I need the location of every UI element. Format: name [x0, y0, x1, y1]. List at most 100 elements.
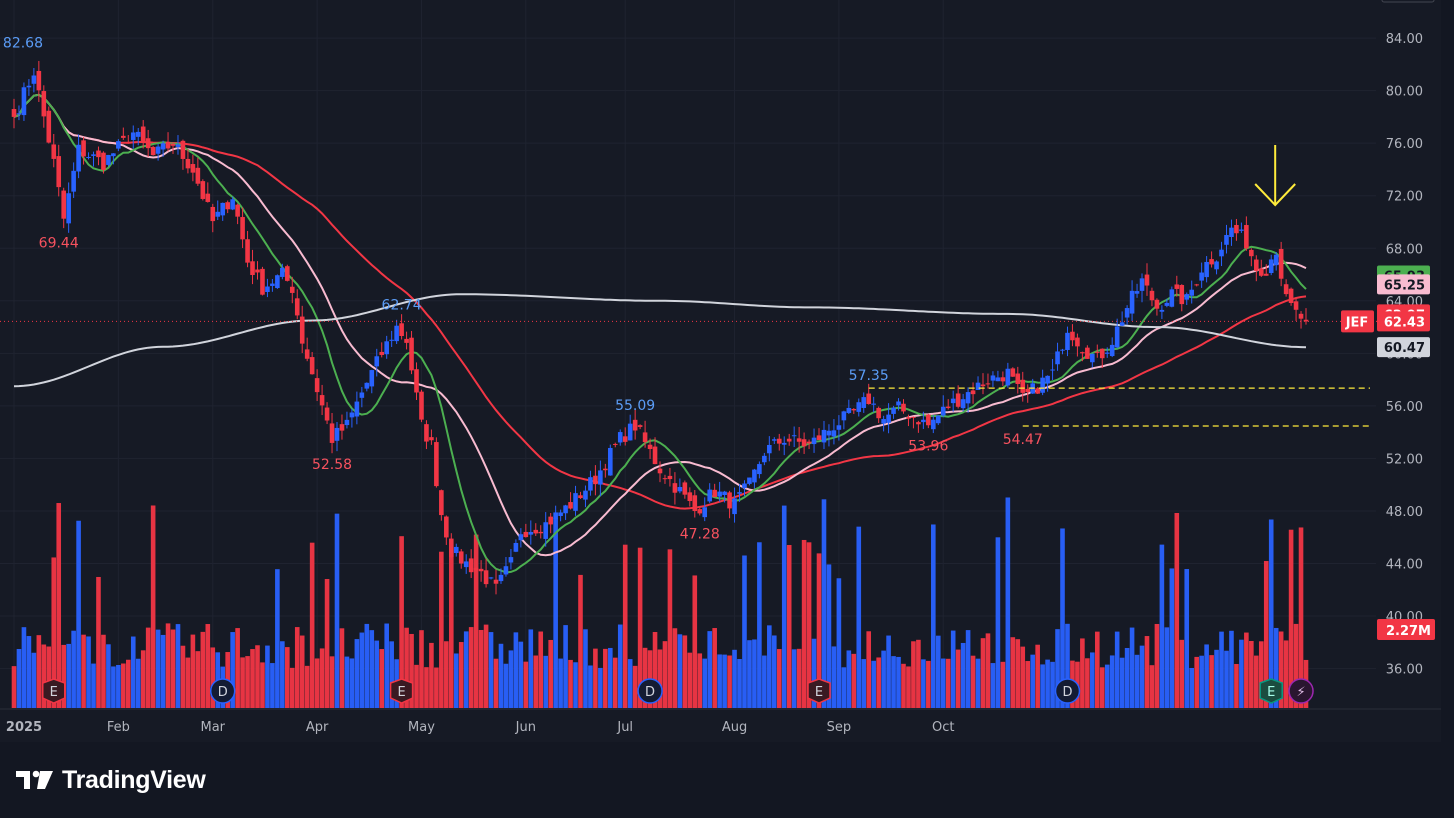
candle: [767, 436, 772, 462]
candle-body: [916, 422, 921, 425]
event-badge-dividend[interactable]: D: [637, 678, 663, 704]
candle: [955, 385, 961, 409]
candle-body: [1268, 259, 1274, 273]
candle: [414, 362, 419, 400]
volume-bar: [722, 654, 727, 708]
volume-bar: [781, 505, 787, 708]
x-tick-label: 2025: [6, 720, 42, 735]
volume-bar: [51, 557, 57, 708]
volume-bar: [1204, 644, 1209, 708]
volume-bar: [662, 641, 668, 708]
volume-bar: [1134, 654, 1140, 708]
candle-body: [891, 407, 896, 414]
volume-bar: [473, 534, 479, 708]
volume-bar: [652, 632, 658, 708]
candle: [786, 433, 792, 446]
price-tag: 65.25: [1377, 274, 1430, 295]
candle-body: [980, 384, 986, 387]
candle: [1114, 318, 1120, 349]
volume-bar: [16, 649, 22, 708]
candle-body: [339, 424, 345, 431]
event-badge-earnings[interactable]: E: [42, 678, 66, 704]
volume-bar: [235, 628, 240, 708]
candle-body: [508, 557, 514, 563]
candle-body: [16, 113, 22, 115]
volume-bar: [36, 635, 42, 708]
candle: [76, 134, 81, 179]
candle: [106, 154, 111, 167]
volume-bar: [752, 639, 757, 708]
candle-body: [225, 202, 230, 210]
candle: [364, 382, 370, 392]
candle-body: [752, 469, 757, 483]
candle: [61, 187, 66, 229]
candle: [359, 386, 365, 408]
candle: [801, 432, 807, 454]
candle-body: [444, 516, 449, 538]
tradingview-logo[interactable]: TradingView: [16, 766, 206, 794]
candle: [255, 261, 260, 280]
event-badge-split[interactable]: ⚡: [1288, 678, 1314, 704]
candle-body: [548, 516, 553, 525]
volume-bar: [841, 667, 847, 708]
event-badge-shape: [1259, 678, 1283, 704]
candle: [821, 420, 827, 450]
candle-body: [1209, 259, 1214, 265]
candle-body: [935, 415, 941, 424]
candle-body: [1174, 284, 1180, 289]
candle-body: [707, 489, 712, 502]
volume-bar: [429, 642, 434, 708]
candle: [1149, 287, 1155, 307]
candle: [896, 398, 901, 411]
candle-body: [667, 475, 673, 480]
candle: [205, 182, 211, 203]
volume-bar: [1254, 655, 1259, 708]
volume-bar: [384, 623, 389, 708]
volume-bar: [786, 545, 792, 708]
candle-body: [130, 132, 136, 140]
event-badge-dividend[interactable]: D: [1054, 678, 1081, 704]
volume-bar: [533, 655, 539, 708]
event-badge-earnings[interactable]: E: [389, 678, 414, 704]
candle: [588, 470, 593, 496]
candle: [1258, 259, 1264, 277]
candle-body: [1303, 319, 1309, 322]
candle-body: [1204, 261, 1209, 278]
volume-bar: [175, 624, 181, 708]
candle-body: [672, 483, 678, 493]
candle-body: [270, 283, 275, 286]
y-tick-label: 56.00: [1386, 400, 1423, 415]
volume-bar: [548, 639, 553, 708]
candle: [1229, 219, 1234, 246]
price-tag-label: 62.43: [1384, 315, 1425, 330]
candle-body: [513, 542, 519, 552]
price-chart[interactable]: 82.68 69.44 52.58 62.74 55.09 47.28 57.35 53.96…: [0, 0, 1441, 742]
candle-body: [245, 239, 250, 263]
event-badge-earnings[interactable]: E: [807, 678, 831, 704]
event-badge-earnings[interactable]: E: [1259, 678, 1283, 704]
candle-body: [1179, 285, 1185, 305]
candle: [697, 507, 703, 516]
event-badge-shape: [1288, 678, 1314, 704]
candle-body: [593, 475, 598, 485]
candle-body: [116, 141, 121, 149]
candle: [71, 162, 76, 198]
candle-body: [1060, 349, 1065, 351]
y-tick-label: 80.00: [1386, 85, 1423, 100]
candle: [1005, 362, 1011, 388]
x-tick-label: Jul: [616, 720, 633, 735]
candle-body: [697, 509, 703, 514]
candle-body: [831, 430, 837, 437]
candle-body: [1119, 322, 1125, 326]
volume-bar: [434, 667, 439, 708]
candle-body: [101, 152, 106, 170]
candle: [1035, 387, 1040, 395]
candle: [871, 396, 876, 413]
candle: [642, 420, 648, 448]
candle: [1000, 371, 1006, 386]
candle: [170, 143, 176, 154]
candle-body: [135, 131, 141, 137]
candle-body: [1124, 308, 1130, 318]
event-badge-dividend[interactable]: D: [209, 678, 236, 704]
candle: [1129, 280, 1135, 321]
